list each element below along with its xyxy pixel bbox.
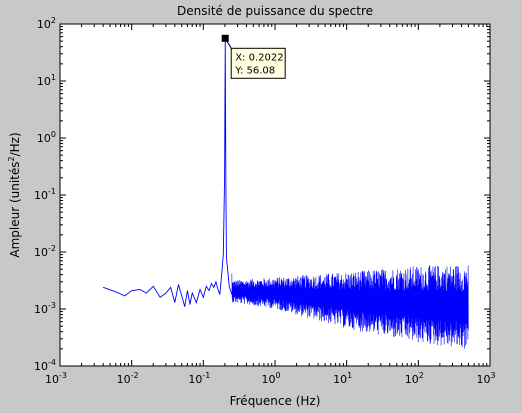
datatip-y-text: Y: 56.08 (234, 65, 275, 76)
y-tick-label: 10-4 (34, 358, 56, 373)
y-tick-label: 10-3 (34, 301, 56, 316)
y-tick-label: 101 (37, 73, 56, 88)
x-tick-label: 102 (405, 371, 424, 386)
psd-line-lowfreq (102, 38, 233, 307)
datatip-marker[interactable] (221, 34, 229, 42)
x-tick-label: 101 (333, 371, 352, 386)
y-tick-label: 10-2 (34, 244, 56, 259)
y-tick-label: 100 (37, 130, 56, 145)
x-axis-label: Fréquence (Hz) (230, 394, 321, 408)
y-tick-label: 10-1 (34, 187, 56, 202)
x-tick-label: 100 (261, 371, 280, 386)
axis-ticks (59, 23, 491, 367)
y-axis-label: Ampleur (unités2/Hz) (7, 132, 22, 257)
y-axis-label-sup: 2 (7, 156, 16, 161)
x-tick-label: 10-1 (188, 371, 210, 386)
psd-line-noise-band (231, 265, 469, 349)
datatip-box[interactable] (230, 47, 286, 79)
y-axis-label-suffix: /Hz) (8, 132, 22, 156)
datatip-x-text: X: 0.2022 (235, 52, 283, 63)
x-tick-labels: 10-3 10-2 10-1 100 101 102 103 (45, 371, 496, 386)
datatip-leader (224, 38, 232, 49)
datatip[interactable]: X: 0.2022 Y: 56.08 (221, 34, 286, 79)
x-tick-label: 10-3 (45, 371, 67, 386)
psd-series (102, 38, 469, 349)
x-tick-label: 103 (476, 371, 495, 386)
y-tick-labels: 10-4 10-3 10-2 10-1 100 101 102 (34, 16, 56, 373)
y-axis-label-prefix: Ampleur (unités (8, 161, 22, 257)
y-tick-label: 102 (37, 16, 56, 31)
x-tick-label: 10-2 (117, 371, 139, 386)
chart-title: Densité de puissance du spectre (177, 4, 373, 18)
